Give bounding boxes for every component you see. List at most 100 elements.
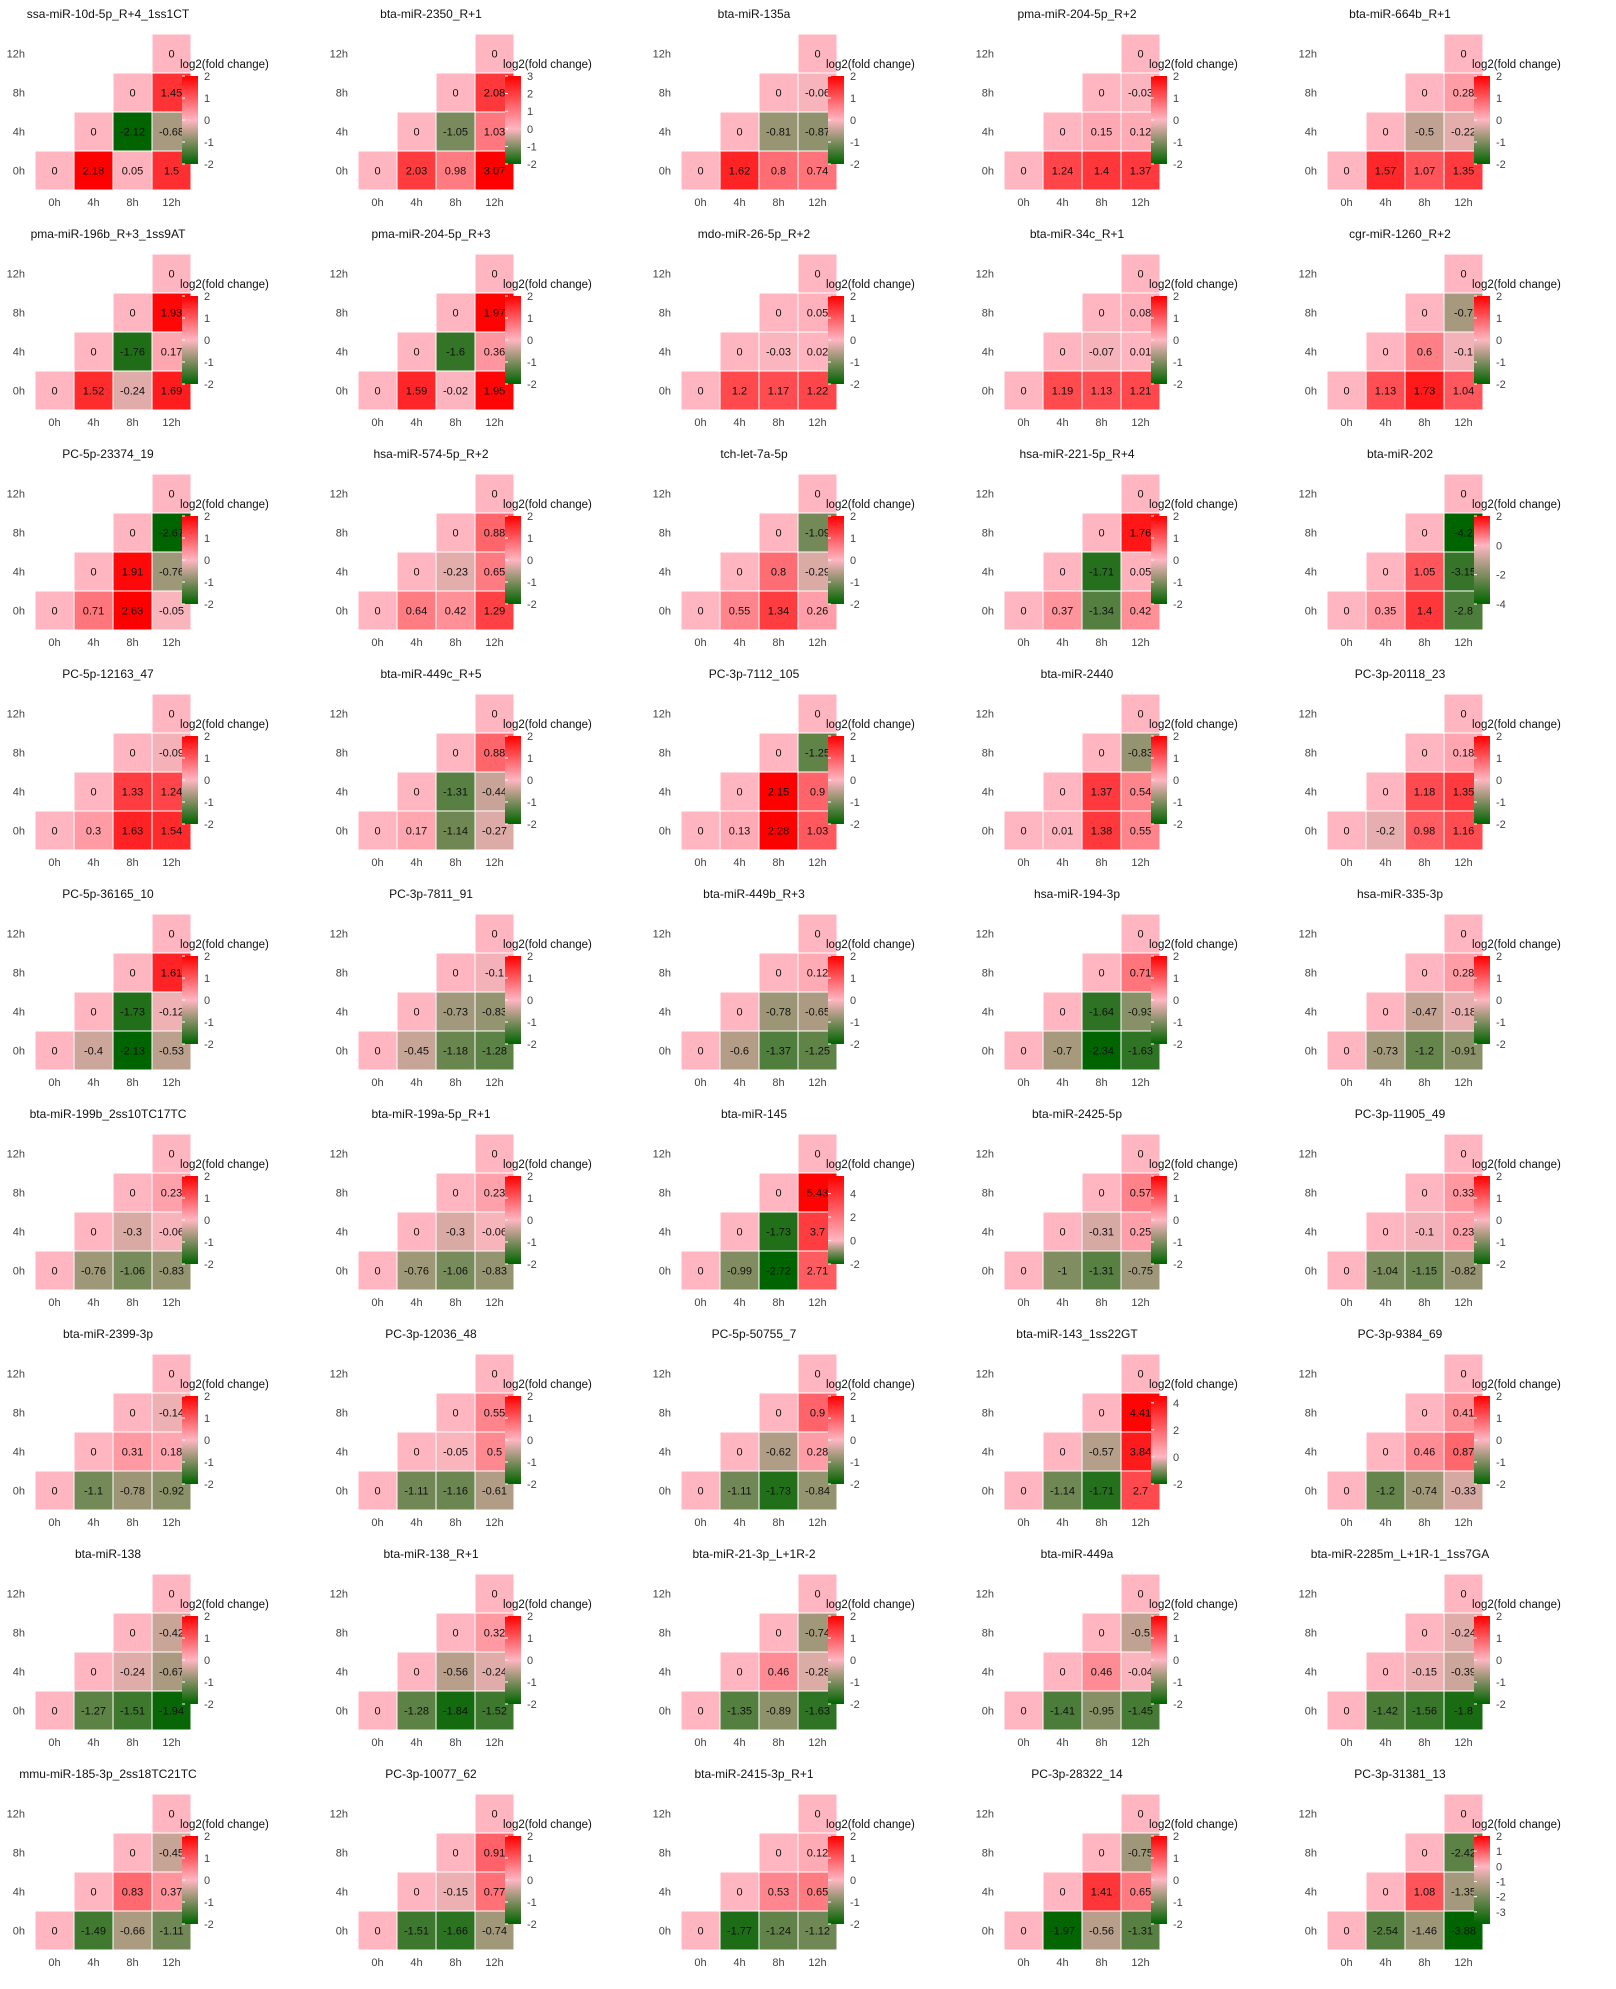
y-tick-label: 8h	[982, 748, 994, 760]
cell-value-label: -0.05	[443, 1447, 468, 1459]
x-tick-label: 0h	[1340, 857, 1352, 869]
cell-value-label: 0.13	[729, 826, 750, 838]
y-tick-label: 4h	[982, 1227, 994, 1239]
x-tick-label: 8h	[1095, 1077, 1107, 1089]
y-tick-label: 12h	[976, 1149, 994, 1161]
cell-value-label: -0.83	[1128, 748, 1153, 760]
cell-value-label: 0	[129, 1628, 135, 1640]
cell-value-label: 0.33	[1453, 1188, 1474, 1200]
legend-title: log2(fold change)	[1149, 719, 1238, 731]
panel-title: PC-3p-28322_14	[1031, 1767, 1123, 1781]
cell-value-label: 0.17	[161, 347, 182, 359]
heatmap-cell	[357, 1030, 398, 1071]
y-tick-label: 8h	[1305, 528, 1317, 540]
legend-title: log2(fold change)	[826, 499, 915, 511]
cell-value-label: 1.22	[807, 386, 828, 398]
cell-value-label: 0	[129, 748, 135, 760]
panel-title: bta-miR-34c_R+1	[1030, 227, 1125, 241]
heatmap-panel: bta-miR-202 0h 4h 8h 12h 0h 4h 8h 12h 0 0.35 1.4 -2.…	[1299, 447, 1561, 649]
legend-tick-label: 4	[1173, 1398, 1179, 1410]
legend-title: log2(fold change)	[1472, 279, 1561, 291]
cell-value-label: -0.68	[159, 127, 184, 139]
heatmap-cell	[112, 331, 153, 372]
x-tick-label: 12h	[485, 1077, 503, 1089]
cell-value-label: -0.57	[1089, 1447, 1114, 1459]
legend-tick-label: 1	[527, 533, 533, 545]
cell-value-label: 0	[1020, 606, 1026, 618]
x-tick-label: 12h	[485, 857, 503, 869]
cell-value-label: -0.05	[159, 606, 184, 618]
cell-value-label: 0	[129, 308, 135, 320]
heatmap-cell	[112, 590, 153, 631]
legend-colorbar	[505, 1396, 521, 1484]
cell-value-label: 0	[168, 929, 174, 941]
x-tick-label: 8h	[1418, 637, 1430, 649]
heatmap-cell	[1404, 1392, 1445, 1433]
x-tick-label: 4h	[87, 1517, 99, 1529]
legend-colorbar	[182, 956, 198, 1044]
heatmap-cell	[680, 1470, 721, 1511]
cell-value-label: 0.55	[1130, 826, 1151, 838]
legend-tick-label: 2	[850, 1391, 856, 1403]
cell-value-label: -3.88	[1451, 1926, 1476, 1938]
legend-tick-label: 0	[1496, 1861, 1502, 1873]
x-tick-label: 8h	[1418, 1297, 1430, 1309]
y-tick-label: 4h	[659, 347, 671, 359]
heatmap-cell	[758, 732, 799, 773]
heatmap-cell	[1404, 72, 1445, 113]
cell-value-label: 0.17	[406, 826, 427, 838]
cell-value-label: 0.01	[1052, 826, 1073, 838]
heatmap-cell	[1042, 771, 1083, 812]
cell-value-label: 0.18	[161, 1447, 182, 1459]
legend-tick-label: 1	[527, 1413, 533, 1425]
legend-colorbar	[828, 956, 844, 1044]
legend-tick-label: -1	[850, 577, 860, 589]
heatmap-cell	[1120, 693, 1161, 734]
cell-value-label: 0	[775, 1628, 781, 1640]
heatmap-cell	[1081, 952, 1122, 993]
heatmap-cell	[1042, 1871, 1083, 1912]
legend-title: log2(fold change)	[826, 719, 915, 731]
legend-tick-label: 1	[204, 1193, 210, 1205]
cell-value-label: 0	[1020, 1266, 1026, 1278]
y-tick-label: 8h	[13, 1848, 25, 1860]
y-tick-label: 0h	[336, 1046, 348, 1058]
cell-value-label: -0.33	[1451, 1486, 1476, 1498]
cell-value-label: 0.77	[484, 1887, 505, 1899]
cell-value-label: 2.08	[484, 88, 505, 100]
legend-tick-label: 0	[204, 555, 210, 567]
x-tick-label: 4h	[1056, 1297, 1068, 1309]
cell-value-label: 0.91	[484, 1848, 505, 1860]
cell-value-label: 1.37	[1091, 787, 1112, 799]
heatmap-cell	[1404, 1690, 1445, 1731]
y-tick-label: 4h	[982, 127, 994, 139]
cell-value-label: -1.71	[1089, 1486, 1114, 1498]
legend-colorbar	[182, 296, 198, 384]
cell-value-label: 0	[697, 1266, 703, 1278]
y-tick-label: 8h	[13, 528, 25, 540]
x-tick-label: 8h	[772, 637, 784, 649]
legend-colorbar	[1474, 76, 1490, 164]
legend-tick-label: 0	[850, 775, 856, 787]
cell-value-label: 2.28	[768, 826, 789, 838]
legend-title: log2(fold change)	[1149, 1379, 1238, 1391]
heatmap-cell	[719, 370, 760, 411]
cell-value-label: -0.91	[1451, 1046, 1476, 1058]
y-tick-label: 8h	[336, 88, 348, 100]
heatmap-cell	[435, 1470, 476, 1511]
legend-colorbar	[828, 76, 844, 164]
legend-tick-label: 1	[850, 973, 856, 985]
legend-tick-label: 1	[204, 1853, 210, 1865]
x-tick-label: 0h	[48, 1737, 60, 1749]
cell-value-label: 0	[814, 929, 820, 941]
legend-tick-label: 2	[527, 291, 533, 303]
x-tick-label: 8h	[126, 417, 138, 429]
y-tick-label: 0h	[13, 826, 25, 838]
legend-tick-label: 2	[204, 951, 210, 963]
cell-value-label: 0	[1382, 1887, 1388, 1899]
heatmap-panel: bta-miR-449b_R+3 0h 4h 8h 12h 0h 4h 8h 12h 0 -0.6 -…	[653, 887, 915, 1089]
x-tick-label: 12h	[1454, 1077, 1472, 1089]
legend-tick-label: 0	[1496, 1655, 1502, 1667]
heatmap-cell	[1365, 111, 1406, 152]
